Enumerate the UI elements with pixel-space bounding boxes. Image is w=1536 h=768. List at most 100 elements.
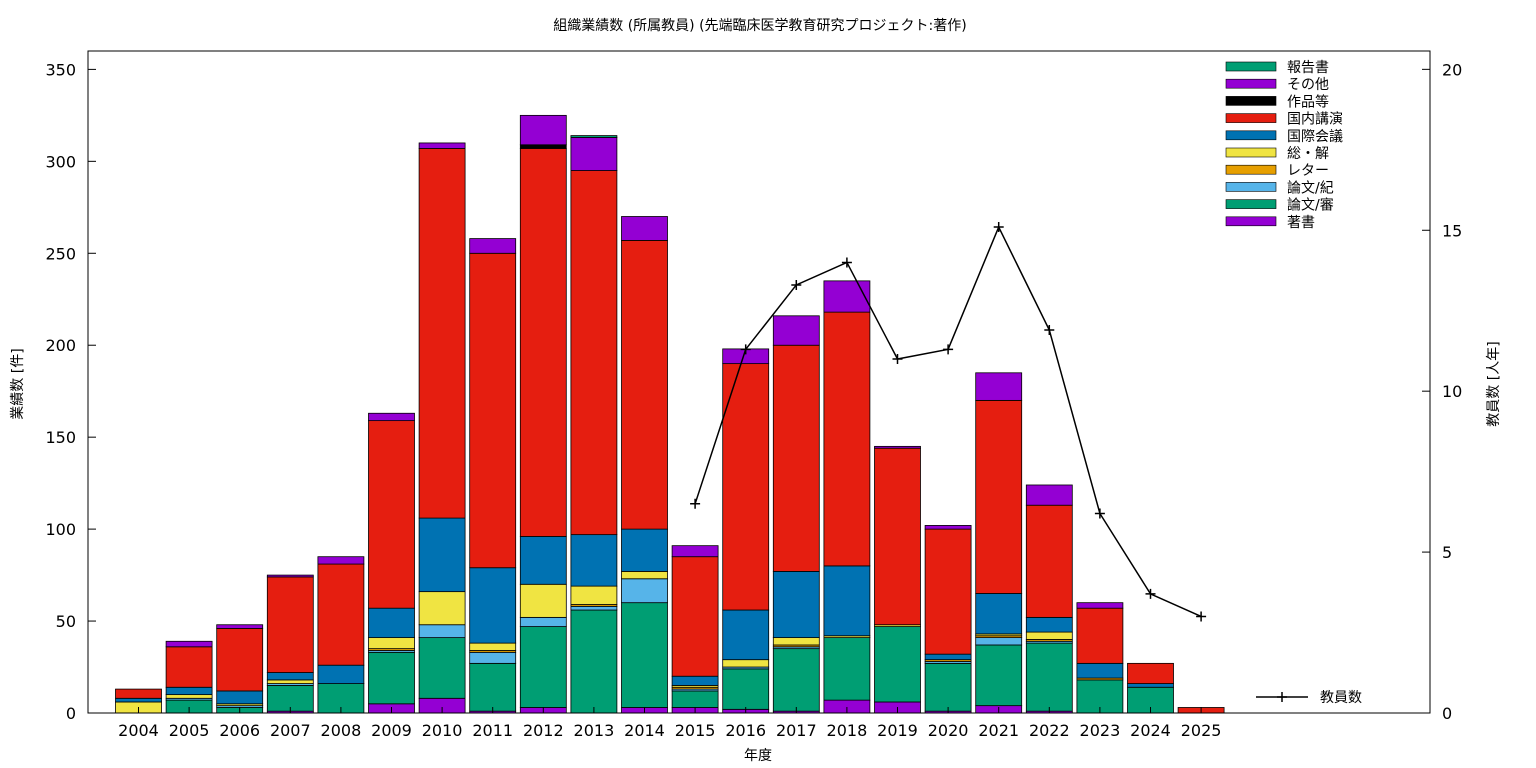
x-tick-label: 2006 [219, 721, 260, 740]
bar-segment [671, 545, 719, 558]
x-tick-label: 2008 [321, 721, 362, 740]
bar-segment [823, 311, 871, 567]
bar-segment [772, 315, 820, 346]
legend-line-label: 教員数 [1320, 690, 1362, 706]
bar-segment [519, 583, 567, 618]
bar-segment [115, 697, 162, 703]
x-tick-label: 2009 [371, 721, 412, 740]
y2-tick-label: 20 [1442, 60, 1462, 79]
bar-segment [924, 662, 972, 712]
bar-segment [165, 646, 213, 688]
bar-segment [621, 578, 668, 604]
bar-segment [975, 399, 1023, 594]
y-tick-label: 300 [45, 152, 76, 171]
x-tick-label: 2004 [118, 721, 159, 740]
y2-tick-label: 0 [1442, 704, 1452, 723]
y2-tick-label: 10 [1442, 382, 1462, 401]
bar-segment [874, 447, 921, 626]
y-tick-label: 100 [45, 520, 76, 539]
bar-segment [418, 591, 466, 626]
legend-swatch [1225, 61, 1277, 72]
chart-title: 組織業績数 (所属教員) (先端臨床医学教育研究プロジェクト:著作) [553, 18, 966, 34]
x-tick-label: 2021 [978, 721, 1019, 740]
line-point-marker [1145, 588, 1156, 599]
bar-segment [823, 565, 871, 637]
bar-segment [266, 672, 314, 681]
bar-segment [924, 528, 972, 655]
legend-label: 報告書 [1287, 60, 1329, 76]
bar-segment [570, 137, 618, 171]
bar-segment [823, 637, 871, 701]
bar-segment [570, 585, 618, 605]
bar-segment [1076, 602, 1124, 609]
legend-swatch [1225, 164, 1277, 175]
y-tick-label: 150 [45, 428, 76, 447]
bar-segment [570, 609, 618, 714]
x-axis-label: 年度 [744, 748, 772, 764]
line-point-marker [740, 344, 751, 355]
bar-segment [671, 675, 719, 686]
bar-segment [621, 528, 668, 572]
line-point-marker [943, 344, 954, 355]
x-tick-label: 2017 [776, 721, 817, 740]
bar-segment [722, 659, 770, 668]
bar-segment [368, 412, 415, 422]
bar-segment [519, 114, 567, 146]
legend-swatch [1225, 130, 1277, 141]
bar-segment [671, 556, 719, 677]
bar-segment [1076, 662, 1124, 679]
bar-segment [368, 420, 415, 609]
legend-label: 国内講演 [1287, 112, 1343, 128]
bar-segment [469, 651, 517, 664]
legend-label: レター [1287, 163, 1329, 179]
y-tick-label: 250 [45, 244, 76, 263]
legend-swatch [1225, 113, 1277, 123]
y-tick-label: 50 [56, 612, 76, 631]
bar-segment [317, 664, 365, 684]
bar-segment [975, 644, 1023, 707]
bar-segment [266, 685, 314, 712]
bar-segment [1025, 631, 1073, 640]
bar-segment [975, 372, 1023, 401]
y2-tick-label: 15 [1442, 221, 1462, 240]
line-point-marker [993, 222, 1004, 233]
bar-segment [165, 686, 213, 696]
legend-swatch [1225, 182, 1277, 192]
bar-segment [266, 576, 314, 673]
x-tick-label: 2010 [422, 721, 463, 740]
bar-segment [671, 690, 719, 708]
bar-segment [1076, 607, 1124, 664]
bar-segment [115, 688, 162, 699]
bar-segment [621, 571, 668, 580]
bar-segment [924, 525, 972, 530]
bar-segment [570, 534, 618, 587]
bar-segment [165, 640, 213, 648]
legend-label: その他 [1287, 77, 1329, 93]
legend-swatch [1225, 216, 1277, 227]
bar-segment [418, 142, 466, 149]
y-tick-label: 0 [66, 704, 76, 723]
bar-segment [266, 574, 314, 578]
bar-segment [418, 517, 466, 593]
bar-segment [722, 609, 770, 661]
bar-segment [621, 602, 668, 708]
bar-segment [1127, 662, 1174, 684]
bar-segment [772, 344, 820, 572]
bar-segment [469, 642, 517, 651]
bar-segment [216, 690, 264, 705]
bar-segment [469, 238, 517, 254]
line-point-marker [791, 279, 802, 290]
bar-segment [1127, 683, 1174, 688]
bar-segment [722, 363, 770, 611]
legend-label: 作品等 [1287, 93, 1329, 110]
x-tick-label: 2020 [928, 721, 969, 740]
x-tick-label: 2012 [523, 721, 564, 740]
legend-label: 国際会議 [1287, 128, 1343, 145]
bar-segment [772, 648, 820, 712]
bar-segment [975, 593, 1023, 635]
legend-swatch [1225, 78, 1277, 89]
x-tick-label: 2011 [472, 721, 513, 740]
y-tick-label: 200 [45, 336, 76, 355]
line-point-marker [1196, 611, 1207, 622]
